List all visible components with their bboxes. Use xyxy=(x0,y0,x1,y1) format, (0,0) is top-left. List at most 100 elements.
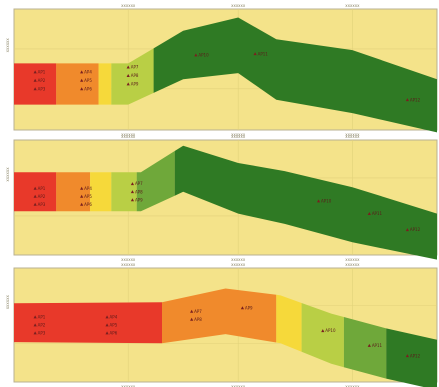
monitoring-station: AP8 xyxy=(130,189,143,194)
monitoring-station: AP2 xyxy=(33,323,46,328)
river-value-band xyxy=(14,302,162,344)
monitoring-station: AP9 xyxy=(130,197,143,202)
station-marker-icon xyxy=(33,202,37,206)
station-marker-icon xyxy=(190,309,194,313)
x-tick-label-bottom: xxxxxx xyxy=(231,132,246,137)
station-label: AP4 xyxy=(84,186,92,191)
station-marker-icon xyxy=(105,331,109,335)
station-marker-icon xyxy=(367,343,371,347)
monitoring-station: AP10 xyxy=(194,52,209,57)
river-value-band xyxy=(56,63,99,105)
monitoring-station: AP1 xyxy=(33,186,46,191)
station-label: AP11 xyxy=(372,211,383,216)
station-marker-icon xyxy=(126,82,130,86)
river-value-band xyxy=(90,172,112,212)
river-value-band xyxy=(276,294,302,352)
river-value-band xyxy=(343,317,387,379)
monitoring-station: AP12 xyxy=(405,353,421,358)
monitoring-station: AP8 xyxy=(126,73,139,78)
station-marker-icon xyxy=(253,52,257,56)
station-marker-icon xyxy=(33,87,37,91)
station-marker-icon xyxy=(194,53,198,57)
station-label: AP8 xyxy=(135,189,143,194)
station-label: AP2 xyxy=(38,323,46,328)
monitoring-station: AP5 xyxy=(105,323,118,328)
station-label: AP1 xyxy=(38,69,46,74)
station-marker-icon xyxy=(130,190,135,194)
station-marker-icon xyxy=(80,194,84,198)
monitoring-station: AP11 xyxy=(367,211,383,216)
x-tick-label-top: xxxxxx xyxy=(345,134,360,139)
station-label: AP7 xyxy=(194,309,202,314)
station-label: AP5 xyxy=(84,194,92,199)
station-label: AP11 xyxy=(258,51,269,56)
map-panel-2: xxxxxx xxxxxx xxxxxx xxxxxx xxxxxx xxxxxx xxxx… xyxy=(5,134,438,262)
monitoring-station: AP10 xyxy=(321,328,336,333)
monitoring-station: AP11 xyxy=(253,51,269,56)
monitoring-station: AP12 xyxy=(405,227,421,232)
river-value-band xyxy=(174,145,437,260)
station-label: AP8 xyxy=(194,317,202,322)
station-marker-icon xyxy=(126,65,130,69)
monitoring-station: AP11 xyxy=(367,343,383,348)
station-marker-icon xyxy=(126,73,130,77)
x-tick-label-top: xxxxxx xyxy=(121,3,136,8)
station-label: AP6 xyxy=(110,330,118,335)
station-marker-icon xyxy=(80,78,84,82)
monitoring-station: AP7 xyxy=(190,309,202,314)
monitoring-station: AP4 xyxy=(80,69,92,74)
x-tick-label-bottom: xxxxxx xyxy=(345,384,360,387)
monitoring-station: AP2 xyxy=(33,194,46,199)
monitoring-station: AP9 xyxy=(240,305,253,310)
station-label: AP10 xyxy=(198,52,209,57)
station-marker-icon xyxy=(130,182,135,186)
station-marker-icon xyxy=(80,87,84,91)
station-marker-icon xyxy=(33,70,37,74)
river-value-band xyxy=(301,303,344,368)
monitoring-station: AP6 xyxy=(105,330,118,335)
station-label: AP6 xyxy=(84,202,92,207)
station-label: AP12 xyxy=(410,227,421,232)
monitoring-station: AP9 xyxy=(126,82,139,87)
monitoring-station: AP3 xyxy=(33,202,46,207)
x-tick-label-top: xxxxxx xyxy=(231,134,246,139)
x-tick-label-top: xxxxxx xyxy=(231,3,246,8)
river-value-band xyxy=(162,288,277,344)
y-axis-label: xxxxxx xyxy=(5,294,10,309)
station-label: AP10 xyxy=(321,198,332,203)
map-panel-1: xxxxxx xxxxxx xxxxxx xxxxxx xxxxxx xxxxxx xxxx… xyxy=(5,3,438,137)
station-marker-icon xyxy=(33,78,37,82)
station-marker-icon xyxy=(405,98,409,102)
x-tick-label-top: xxxxxx xyxy=(121,262,136,267)
river-value-band xyxy=(14,172,57,212)
monitoring-station: AP10 xyxy=(316,198,332,203)
monitoring-station: AP6 xyxy=(80,202,92,207)
x-tick-label-bottom: xxxxxx xyxy=(231,257,246,262)
station-label: AP5 xyxy=(110,323,118,328)
station-marker-icon xyxy=(405,228,409,232)
river-value-band xyxy=(98,63,112,105)
monitoring-station: AP12 xyxy=(405,97,421,102)
map-panel-3: xxxxxx xxxxxx xxxxxx xxxxxx xxxxxx xxxxxx xxxx… xyxy=(5,262,438,387)
station-label: AP2 xyxy=(38,78,46,83)
river-value-band xyxy=(111,48,154,105)
river-value-band xyxy=(386,328,437,387)
monitoring-station: AP1 xyxy=(33,315,46,320)
station-label: AP11 xyxy=(372,343,383,348)
station-marker-icon xyxy=(33,331,37,335)
x-tick-label-bottom: xxxxxx xyxy=(121,384,136,387)
monitoring-station: AP4 xyxy=(105,315,118,320)
river-value-band xyxy=(111,172,137,212)
station-label: AP1 xyxy=(38,315,46,320)
station-marker-icon xyxy=(405,354,409,358)
x-tick-label-bottom: xxxxxx xyxy=(231,384,246,387)
station-label: AP5 xyxy=(84,78,92,83)
station-label: AP9 xyxy=(245,305,253,310)
station-marker-icon xyxy=(80,186,84,190)
x-tick-label-top: xxxxxx xyxy=(345,262,360,267)
station-marker-icon xyxy=(316,199,321,203)
station-label: AP9 xyxy=(135,197,143,202)
river-value-band xyxy=(153,17,437,133)
